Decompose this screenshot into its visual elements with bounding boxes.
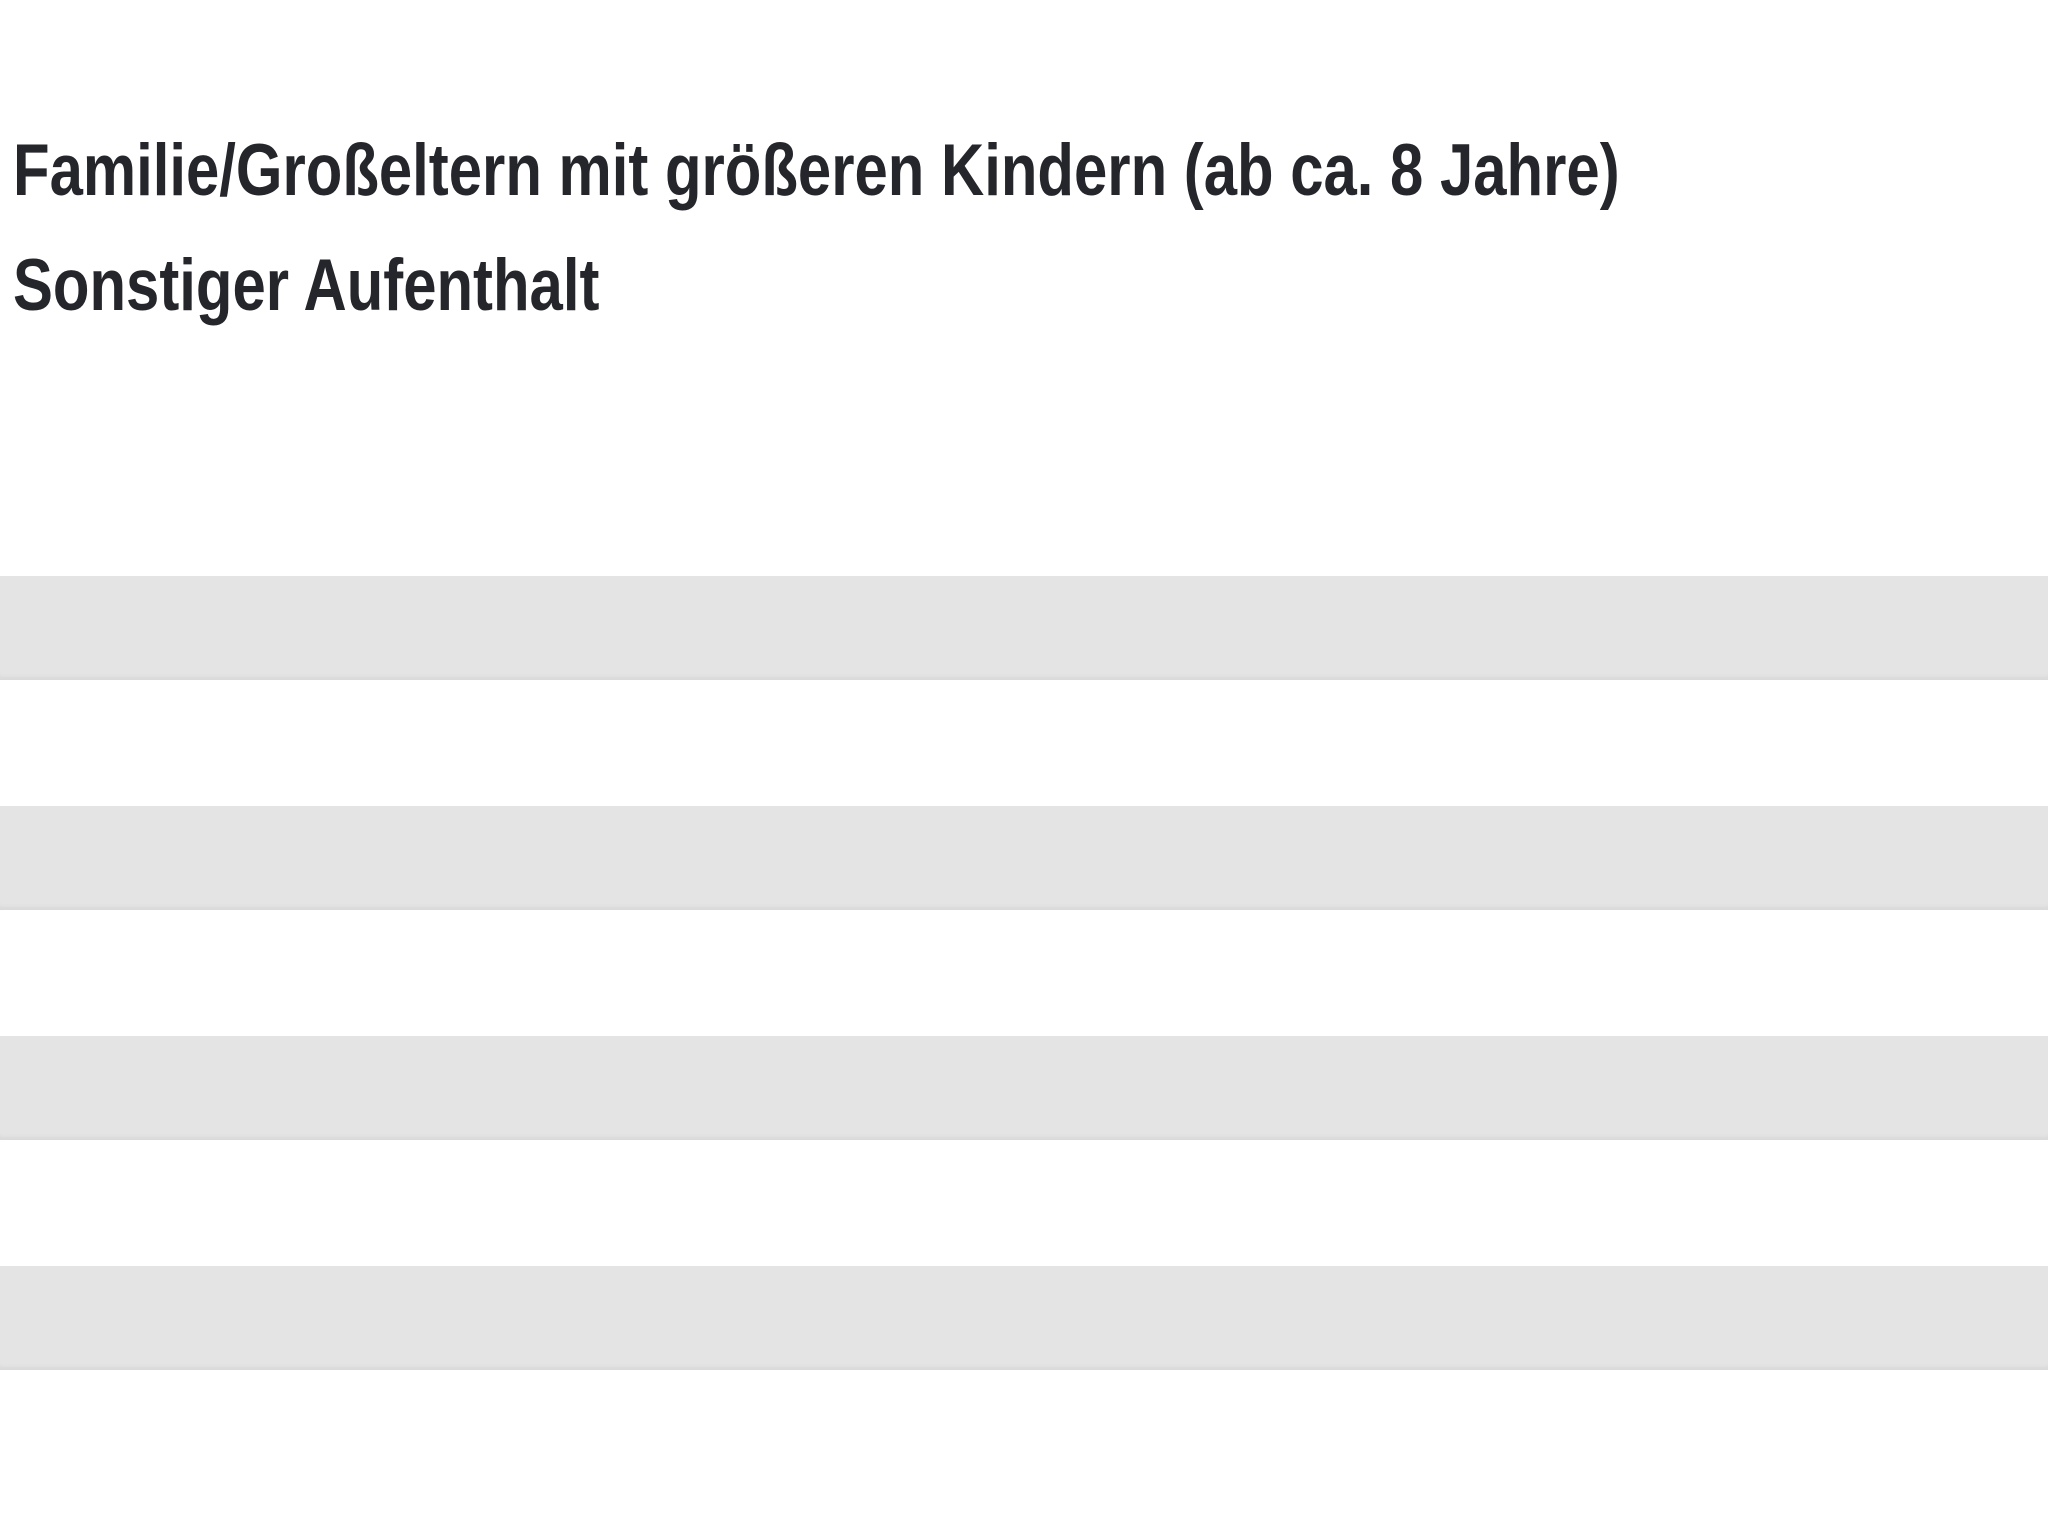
- option-label: Sonstiger Aufenthalt: [13, 245, 600, 326]
- empty-row-stripe: [0, 576, 2048, 680]
- option-familie-grosseltern-groessere-kinder[interactable]: Familie/Großeltern mit größeren Kindern …: [13, 134, 1972, 207]
- empty-row-stripe: [0, 1266, 2048, 1370]
- empty-row-stripe: [0, 806, 2048, 910]
- empty-row-stripe: [0, 1036, 2048, 1140]
- option-sonstiger-aufenthalt[interactable]: Sonstiger Aufenthalt: [13, 249, 728, 322]
- option-label: Familie/Großeltern mit größeren Kindern …: [13, 130, 1620, 211]
